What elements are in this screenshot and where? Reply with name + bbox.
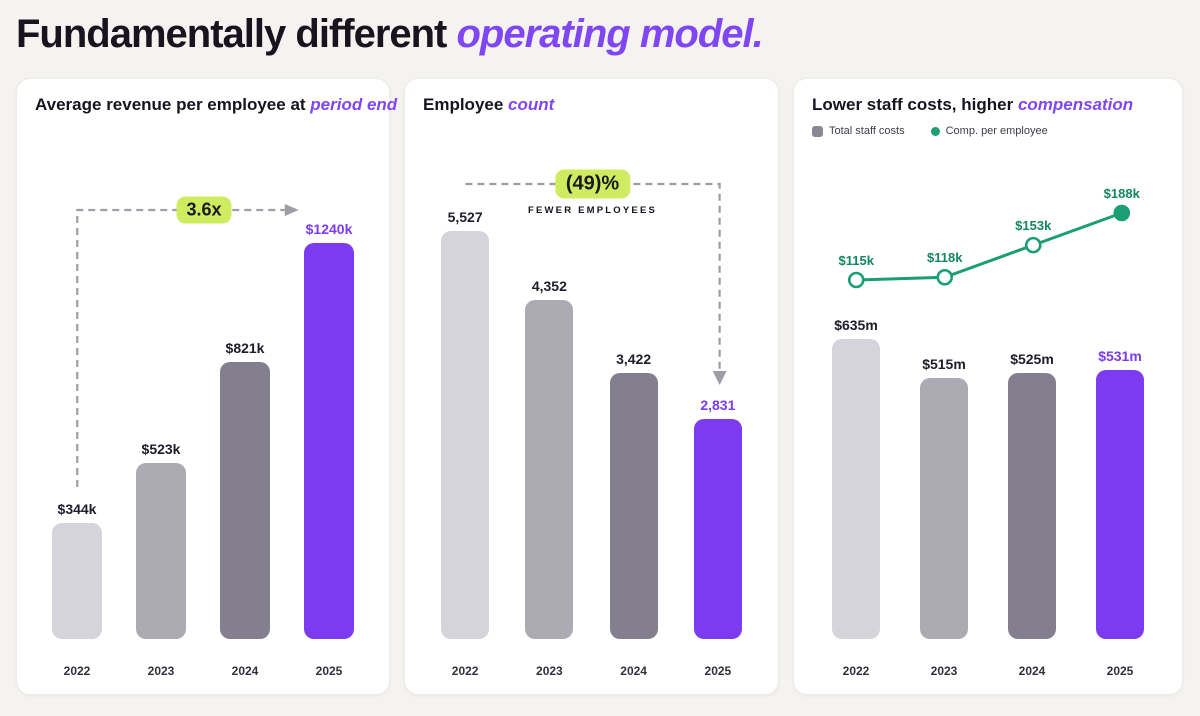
staff-costs-combo-chart: $635m $515m $525m $531m 2022 2023 2024 2025 $115… [794,79,1182,694]
x-axis-label: 2022 [63,664,91,678]
revenue-bar-chart: $344k $523k $821k $1240k 2022 2023 2024 2025 3.6… [17,79,389,694]
page-title-regular: Fundamentally different [16,12,457,56]
x-axis: 2022 2023 2024 2025 [35,664,371,678]
bar-value-label: $523k [141,440,181,457]
panel-employee-count: Employee count 5,527 4,352 3,422 2,831 2022 2… [404,78,779,695]
line-point-label: $118k [927,250,963,265]
legend-label-comp-per-employee: Comp. per employee [945,125,1048,137]
bar-2022 [52,523,102,639]
bar-2024 [609,372,658,639]
panel-employee-title-regular: Employee [423,95,509,114]
bar-column-2022: 5,527 [423,209,507,639]
panel-revenue-title: Average revenue per employee at period e… [35,95,397,115]
legend: Total staff costs Comp. per employee [812,125,1048,137]
bar-2023 [136,462,186,639]
bar-column-2025: 2,831 [676,209,760,639]
x-axis-label: 2024 [231,664,259,678]
bar-value-label: $531m [1098,347,1142,364]
bar-value-label: $344k [57,501,97,518]
bar-value-label: 2,831 [700,396,736,413]
bar-swatch-icon [812,125,823,137]
x-axis: 2022 2023 2024 2025 [423,664,760,678]
x-axis-label: 2024 [620,664,647,678]
line-point-label: $153k [1015,218,1052,233]
bar-2022 [832,339,880,639]
panels-row: Average revenue per employee at period e… [16,78,1183,695]
panel-staff-costs-title-regular: Lower staff costs, higher [812,95,1018,114]
bar-value-label: 5,527 [447,209,483,225]
bar-value-label: $635m [834,317,878,333]
x-axis-label: 2024 [1018,664,1046,678]
bar-column-2023: $515m [900,317,988,639]
x-axis-label: 2025 [1106,664,1134,678]
bar-2024 [1008,372,1056,639]
line-point-label: $188k [1104,186,1141,201]
bar-value-label: $515m [922,355,966,372]
bar-column-2024: $525m [988,317,1076,639]
bar-2024 [220,362,270,639]
employee-count-bar-chart: 5,527 4,352 3,422 2,831 2022 2023 2024 2025 (49)… [405,79,778,694]
bar-column-2025: $1240k [287,221,371,639]
bar-column-2022: $344k [35,221,119,639]
legend-item-comp-per-employee: Comp. per employee [930,125,1048,137]
bar-column-2022: $635m [812,317,900,639]
bars-area: 5,527 4,352 3,422 2,831 [423,209,760,639]
growth-badge: 3.6x [176,196,232,224]
bar-column-2024: $821k [203,221,287,639]
panel-staff-costs-title-accent: compensation [1017,95,1134,114]
bar-value-label: 4,352 [531,278,567,295]
bar-2022 [441,231,490,639]
bar-value-label: $525m [1010,350,1054,367]
panel-staff-costs: Lower staff costs, higher compensation T… [793,78,1183,695]
bar-column-2025: $531m [1076,317,1164,639]
bar-column-2023: 4,352 [507,209,591,639]
panel-revenue-per-employee: Average revenue per employee at period e… [16,78,397,695]
bar-value-label: $1240k [305,221,353,237]
bar-2025 [1096,369,1144,639]
legend-label-total-staff-costs: Total staff costs [829,125,905,137]
x-axis-label: 2022 [842,664,870,678]
bar-2025 [693,418,742,639]
bars-area: $344k $523k $821k $1240k [35,221,371,639]
x-axis-label: 2025 [315,664,343,678]
x-axis-label: 2023 [147,664,175,678]
x-axis: 2022 2023 2024 2025 [812,664,1164,678]
x-axis-label: 2025 [704,664,732,678]
legend-item-total-staff-costs: Total staff costs [812,125,905,137]
bar-column-2024: 3,422 [592,209,676,639]
page-title-accent: operating model. [456,12,764,56]
x-axis-label: 2022 [451,664,479,678]
line-dot-swatch-icon [930,126,940,136]
panel-staff-costs-title: Lower staff costs, higher compensation [812,95,1164,115]
bar-value-label: 3,422 [616,350,652,367]
reduction-caption: FEWER EMPLOYEES [527,205,658,216]
bar-column-2023: $523k [119,221,203,639]
bar-2025 [304,243,354,639]
bar-value-label: $821k [225,340,265,357]
x-axis-label: 2023 [536,664,563,678]
line-point-label: $115k [839,253,875,268]
reduction-badge: (49)% [554,169,631,199]
x-axis-label: 2023 [930,664,958,678]
bar-2023 [920,377,968,639]
bar-2023 [525,300,574,639]
panel-employee-title: Employee count [423,95,760,115]
page-title: Fundamentally different operating model. [16,12,1184,57]
panel-revenue-title-regular: Average revenue per employee at [35,95,311,114]
panel-employee-title-accent: count [508,95,555,114]
panel-revenue-title-accent: period end [310,95,398,114]
bars-area: $635m $515m $525m $531m [812,317,1164,639]
